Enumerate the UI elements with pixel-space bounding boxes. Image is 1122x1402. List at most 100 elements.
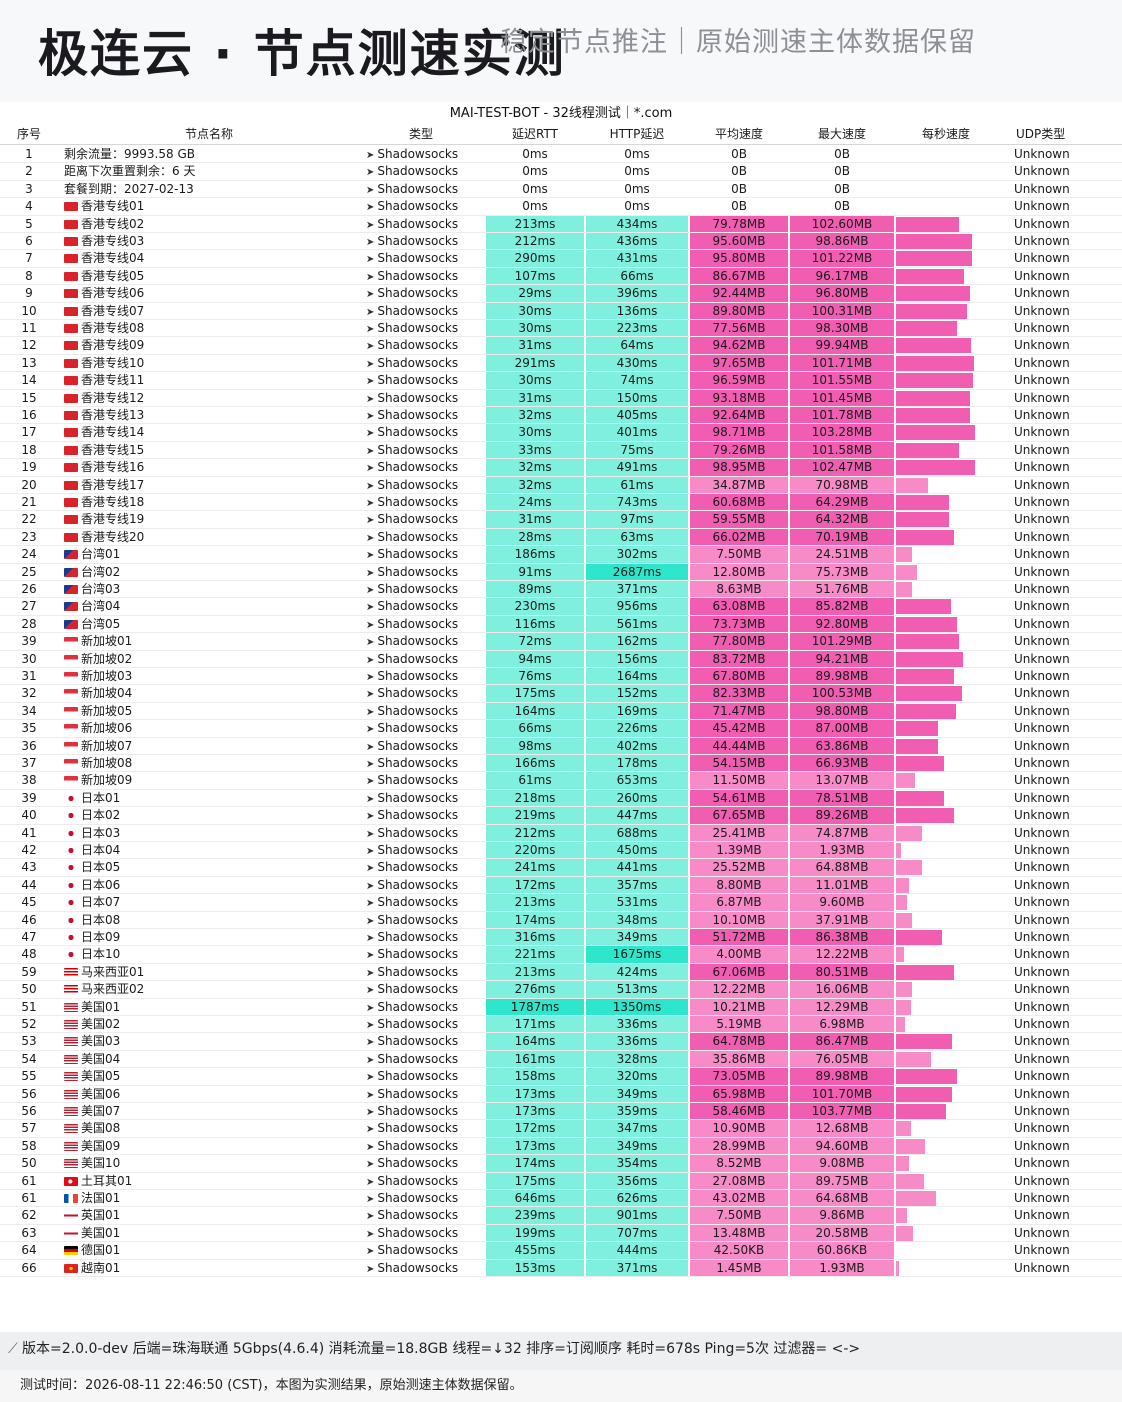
protocol-type: Shadowsocks [377,425,459,440]
latency-rtt: 28ms [486,528,584,546]
node-name: 香港专线12 [81,390,145,405]
udp-type: Unknown [1014,895,1070,910]
paper-plane-icon: ➤ [366,411,375,422]
http-latency: 178ms [586,755,688,772]
protocol-type-cell: ➤ Shadowsocks [366,1138,484,1154]
average-speed: 83.72MB [690,650,788,667]
udp-type: Unknown [1014,703,1070,718]
max-speed: 11.01MB [790,876,894,894]
latency-rtt: 164ms [486,702,584,720]
table-row: 63 美国01 ➤ Shadowsocks 199ms 707ms 13.48MB 20.58… [0,1224,1122,1243]
latency-rtt: 199ms [486,1224,584,1242]
protocol-type: Shadowsocks [377,808,459,823]
latency-rtt: 316ms [486,929,584,946]
average-speed: 54.15MB [690,755,788,772]
table-row: 56 美国07 ➤ Shadowsocks 173ms 359ms 58.46MB 103.7… [0,1103,1122,1121]
protocol-type: Shadowsocks [377,1208,459,1223]
node-name: 香港专线11 [81,373,145,388]
protocol-type-cell: ➤ Shadowsocks [366,859,484,875]
per-second-speed-bar [896,547,912,563]
flag-hk-icon [64,237,78,246]
average-speed: 65.98MB [690,1085,788,1102]
http-latency: 402ms [586,737,688,754]
latency-rtt: 172ms [486,1120,584,1137]
latency-rtt: 98ms [486,737,584,754]
protocol-type-cell: ➤ Shadowsocks [366,1155,484,1171]
per-second-speed-cell [896,1260,1012,1276]
udp-type: Unknown [1014,616,1070,631]
table-row: 50 美国10 ➤ Shadowsocks 174ms 354ms 8.52MB 9.08MB… [0,1155,1122,1173]
max-speed: 80.51MB [790,963,894,981]
latency-rtt: 172ms [486,876,584,894]
table-row: 12 香港专线09 ➤ Shadowsocks 31ms 64ms 94.62MB 99.94… [0,337,1122,355]
flag-us-icon [64,1124,78,1134]
table-row: 14 香港专线11 ➤ Shadowsocks 30ms 74ms 96.59MB 101.5… [0,372,1122,390]
per-second-speed-cell [896,633,1012,650]
node-name: 日本07 [81,895,121,910]
node-name: 德国01 [81,1243,121,1258]
udp-type: Unknown [1014,947,1070,962]
protocol-type: Shadowsocks [377,286,459,301]
http-latency: 136ms [586,302,688,319]
udp-type: Unknown [1014,1225,1070,1240]
protocol-type-cell: ➤ Shadowsocks [366,233,484,249]
max-speed: 92.80MB [790,615,894,633]
http-latency: 328ms [586,1050,688,1068]
per-second-speed-cell [896,842,1012,858]
paper-plane-icon: ➤ [366,637,375,649]
row-index: 1 [25,147,33,161]
max-speed: 103.28MB [790,424,894,441]
protocol-type: Shadowsocks [377,355,459,370]
row-index: 43 [21,860,37,875]
protocol-type-cell: ➤ Shadowsocks [366,581,484,597]
protocol-type-cell: ➤ Shadowsocks [366,285,484,301]
protocol-type: Shadowsocks [377,686,459,701]
protocol-type: Shadowsocks [377,703,459,718]
table-row: 61 法国01 ➤ Shadowsocks 646ms 626ms 43.02MB 64.68… [0,1190,1122,1208]
protocol-type-cell: ➤ Shadowsocks [366,790,484,806]
per-second-speed-cell [896,929,1012,945]
http-latency: 349ms [586,1137,688,1155]
table-row: 13 香港专线10 ➤ Shadowsocks 291ms 430ms 97.65MB 101… [0,354,1122,373]
row-index: 55 [21,1069,37,1084]
protocol-type: Shadowsocks [377,790,459,805]
node-name-cell: 马来西亚02 [64,981,364,997]
page-header: 极连云 · 节点测速实测 稳定节点推注｜原始测速主体数据保留 [0,0,1122,102]
per-second-speed-bar [896,1225,913,1241]
average-speed: 95.60MB [690,233,788,250]
flag-sg-icon [64,706,78,716]
node-name-cell: 香港专线17 [64,477,364,493]
flag-fr-icon [64,1194,78,1203]
flag-us-icon [64,1107,78,1116]
node-name: 新加坡06 [81,721,133,736]
max-speed: 89.26MB [790,807,894,824]
per-second-speed-bar [896,1086,952,1102]
per-second-speed-cell [896,250,1012,267]
per-second-speed-cell [896,616,1012,632]
node-name: 新加坡05 [81,703,133,718]
average-speed: 7.50MB [690,1207,788,1224]
table-row: 3 套餐到期：2027-02-13 ➤ Shadowsocks 0ms 0ms 0B 0B Un… [0,181,1122,199]
max-speed: 100.31MB [790,302,894,319]
latency-rtt: 455ms [486,1242,584,1259]
max-speed: 64.29MB [790,494,894,511]
protocol-type: Shadowsocks [377,512,459,527]
http-latency: 447ms [586,807,688,824]
per-second-speed-bar [896,825,922,841]
page-title: 极连云 · 节点测速实测 [38,25,566,83]
row-index: 59 [21,964,37,979]
udp-type: Unknown [1014,1086,1070,1101]
protocol-type: Shadowsocks [377,582,459,596]
latency-rtt: 173ms [486,1085,584,1102]
table-row: 56 美国06 ➤ Shadowsocks 173ms 349ms 65.98MB 101.7… [0,1085,1122,1103]
node-name-cell: 香港专线04 [64,250,364,266]
signal-icon: ⟋ [8,1341,18,1357]
udp-type: Unknown [1014,512,1070,527]
average-speed: 96.59MB [690,372,788,389]
http-latency: 2687ms [586,563,688,580]
latency-rtt: 0ms [522,181,548,196]
col-index: 序号 [16,127,41,141]
flag-hk-icon [64,463,78,473]
protocol-type: Shadowsocks [377,912,459,927]
latency-rtt: 153ms [486,1259,584,1276]
